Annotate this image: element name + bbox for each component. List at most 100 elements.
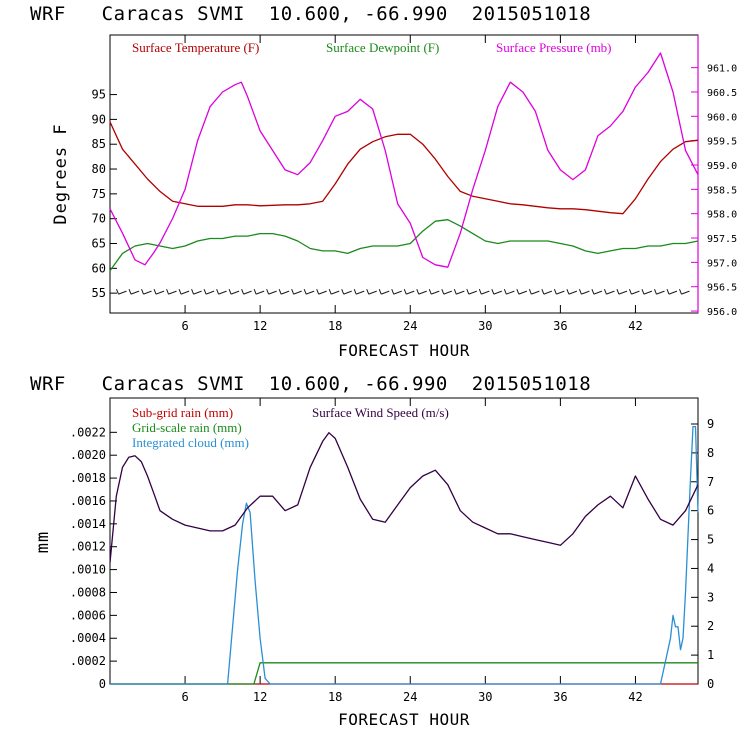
- wind-barb-flag: [216, 288, 220, 295]
- wind-barb: [368, 290, 377, 295]
- wind-barb-flag: [516, 288, 520, 295]
- integrated-cloud-line: [110, 425, 699, 685]
- y-tick-label: 95: [92, 88, 106, 102]
- wind-barb-flag: [603, 288, 607, 295]
- wind-barb: [180, 290, 190, 295]
- wind-barb: [230, 290, 240, 295]
- wind-barb-flag: [266, 288, 270, 295]
- panel2-series: [109, 425, 699, 685]
- wind-barb-flag: [153, 288, 157, 295]
- y-tick-label: .0010: [70, 563, 106, 577]
- wind-barb: [255, 290, 265, 295]
- wind-barb-flag: [403, 288, 407, 295]
- y-tick-label: 70: [92, 212, 106, 226]
- y2-tick-label: 5: [707, 533, 714, 547]
- wind-barb-flag: [366, 288, 370, 295]
- panel1-x-label: FORECAST HOUR: [338, 341, 470, 360]
- wind-barb: [481, 290, 490, 295]
- wind-barb-flag: [166, 288, 170, 295]
- y2-tick-label: 0: [707, 677, 714, 691]
- wind-barb: [143, 290, 152, 295]
- wind-barb-flag: [528, 288, 532, 295]
- panel1-x-axis: 6 12 18 24 30 36 42: [181, 35, 643, 333]
- wind-barb-flag: [591, 288, 595, 295]
- legend-surface-dewpoint: Surface Dewpoint (F): [326, 40, 439, 55]
- wind-barb-flag: [578, 288, 582, 295]
- y2-tick-label: 1: [707, 648, 714, 662]
- y2-tick-label: 959.5: [707, 137, 737, 148]
- wind-barb: [280, 290, 290, 295]
- y-tick-label: .0012: [70, 540, 106, 554]
- x-tick-label: 18: [328, 319, 342, 333]
- wind-barb: [431, 290, 440, 295]
- wind-barb-flag: [128, 288, 132, 295]
- wind-barb-flag: [641, 288, 645, 295]
- x-tick-label: 6: [181, 319, 188, 333]
- wind-barb-flag: [191, 288, 195, 295]
- panel2-title: WRF Caracas SVMI 10.600, -66.990 2015051…: [30, 373, 591, 395]
- y2-tick-label: 960.0: [707, 112, 737, 123]
- y-tick-label: 90: [92, 112, 106, 126]
- panel1-right-axis: 956.0 956.5 957.0 957.5 958.0 958.5 959.0 959.5…: [691, 35, 737, 318]
- y-tick-label: 80: [92, 162, 106, 176]
- wind-barb-flag: [441, 288, 445, 295]
- panel2-right-axis: 0 1 2 3 4 5 6 7 8 9: [691, 417, 714, 691]
- wind-barb-flag: [378, 288, 382, 295]
- wind-barb: [393, 290, 402, 295]
- wind-barb-flag: [203, 288, 207, 295]
- wind-barb: [168, 290, 177, 295]
- y2-tick-label: 959.0: [707, 161, 737, 172]
- wind-barb-flag: [316, 288, 320, 295]
- wind-barb-flag: [278, 288, 282, 295]
- wind-barb: [543, 290, 553, 295]
- panel1-y-label: Degrees F: [51, 123, 71, 224]
- y2-tick-label: 958.0: [707, 210, 737, 221]
- y2-tick-label: 960.5: [707, 88, 737, 99]
- panel2-left-axis: 0 .0002 .0004 .0006 .0008 .0010 .0012 .0014 .001…: [70, 425, 117, 691]
- y-tick-label: .0016: [70, 494, 106, 508]
- wind-barb: [268, 290, 277, 295]
- y-tick-label: .0022: [70, 425, 106, 439]
- wind-barb: [656, 290, 665, 295]
- y2-tick-label: 956.5: [707, 283, 737, 294]
- y-tick-label: 75: [92, 187, 106, 201]
- wind-barb: [568, 290, 578, 295]
- wind-barb-flag: [116, 288, 119, 295]
- y2-tick-label: 961.0: [707, 64, 737, 75]
- wind-barb-flag: [353, 288, 357, 295]
- wind-speed-line: [109, 432, 699, 563]
- wind-barb-flag: [553, 288, 557, 295]
- wind-barb-flag: [341, 288, 345, 295]
- wind-barb-flag: [428, 288, 432, 295]
- x-tick-label: 36: [553, 690, 567, 704]
- x-tick-label: 24: [403, 690, 417, 704]
- wind-barb: [118, 290, 127, 295]
- wind-barb: [643, 290, 653, 295]
- wind-barb-flag: [416, 288, 420, 295]
- panel2-y-label: mm: [33, 531, 53, 553]
- legend-surface-temperature: Surface Temperature (F): [132, 40, 259, 55]
- y2-tick-label: 6: [707, 504, 714, 518]
- wind-barb-flag: [628, 288, 632, 295]
- y2-tick-label: 958.5: [707, 185, 737, 196]
- wind-barb: [318, 290, 327, 295]
- x-tick-label: 6: [181, 690, 188, 704]
- wind-barb: [668, 290, 678, 295]
- dewpoint-line: [109, 219, 699, 272]
- wind-barb: [356, 290, 365, 295]
- panel2-x-label: FORECAST HOUR: [338, 710, 470, 729]
- y2-tick-label: 956.0: [707, 307, 737, 318]
- wind-barb-flag: [241, 288, 245, 295]
- x-tick-label: 42: [628, 319, 642, 333]
- legend-grid-scale-rain: Grid-scale rain (mm): [132, 420, 242, 435]
- wind-barb: [205, 290, 215, 295]
- y-tick-label: 0: [99, 677, 106, 691]
- wind-barb: [681, 290, 690, 295]
- x-tick-label: 24: [403, 319, 417, 333]
- y2-tick-label: 2: [707, 619, 714, 633]
- wind-barb: [493, 290, 503, 295]
- y-tick-label: .0008: [70, 585, 106, 599]
- temperature-panel: WRF Caracas SVMI 10.600, -66.990 2015051…: [30, 3, 737, 360]
- wind-barb: [443, 290, 452, 295]
